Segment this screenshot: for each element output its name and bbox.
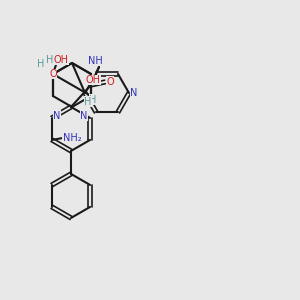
Text: NH: NH xyxy=(88,56,102,66)
Text: OH: OH xyxy=(53,55,68,65)
Text: OH: OH xyxy=(85,75,100,85)
Text: N: N xyxy=(80,111,88,121)
Text: N: N xyxy=(130,88,138,98)
Text: H: H xyxy=(46,55,54,65)
Text: NH₂: NH₂ xyxy=(63,133,81,143)
Text: O: O xyxy=(106,77,114,87)
Text: H: H xyxy=(89,95,97,105)
Text: O: O xyxy=(49,69,57,79)
Text: H: H xyxy=(37,59,45,69)
Text: H: H xyxy=(84,97,92,107)
Text: N: N xyxy=(53,111,61,121)
